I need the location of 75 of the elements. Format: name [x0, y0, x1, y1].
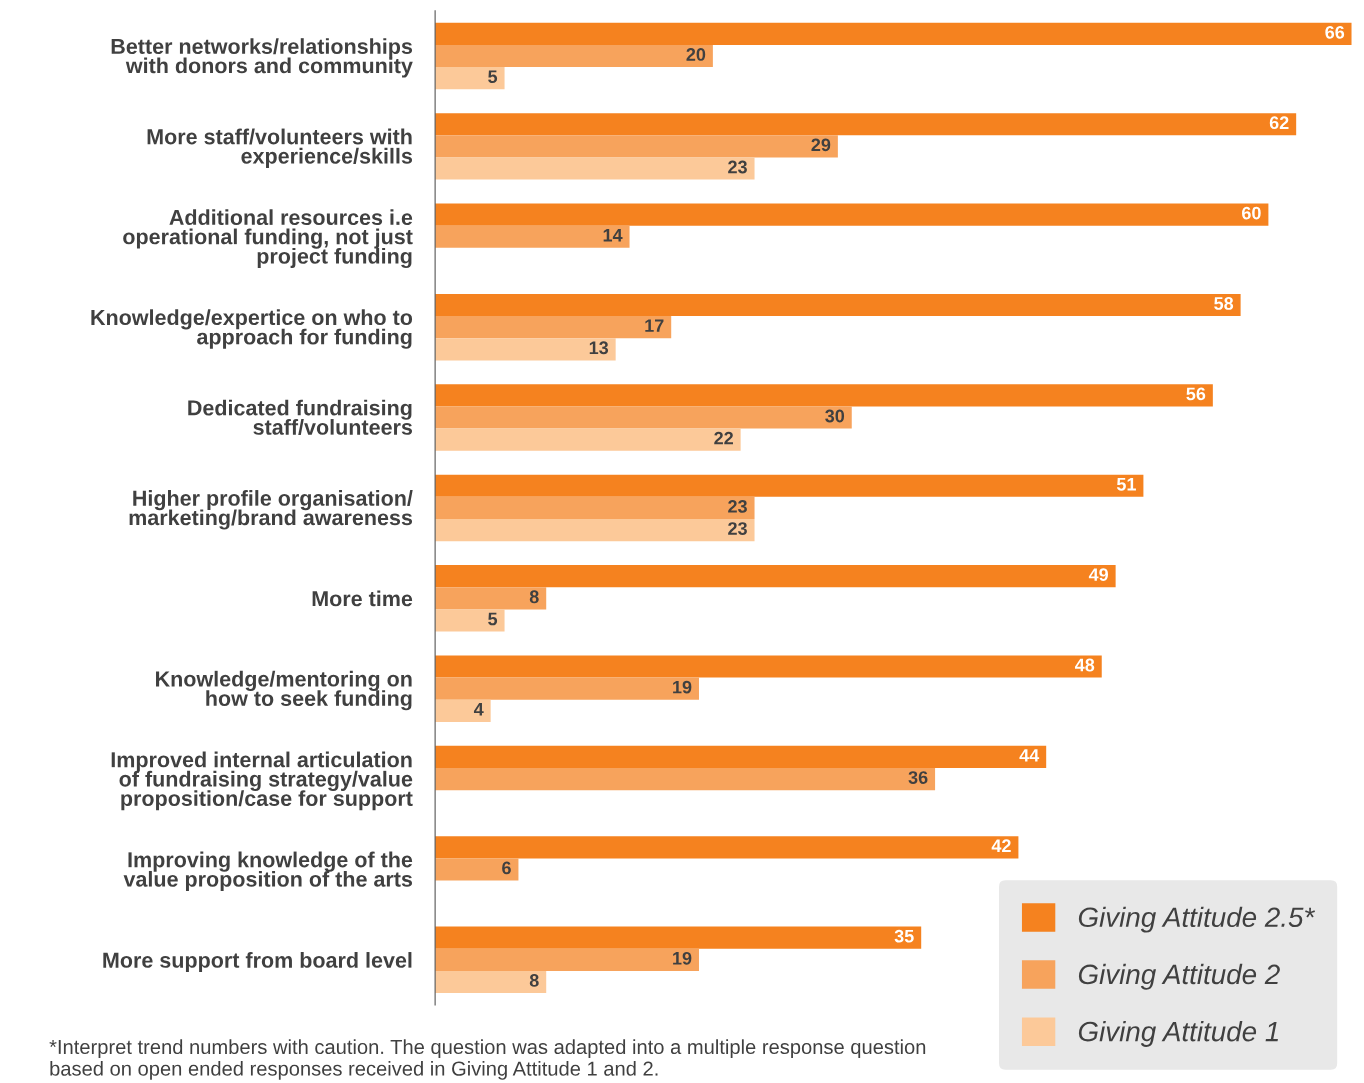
data-label: 23	[728, 499, 747, 513]
legend-label: Giving Attitude 2.5*	[1078, 906, 1316, 933]
data-label: 51	[1116, 478, 1136, 491]
y-tick-label: Better networks/relationships with donors and community	[111, 38, 413, 78]
bar	[435, 677, 699, 700]
bar	[435, 836, 1019, 859]
data-label: 6	[502, 861, 511, 875]
data-label: 36	[908, 771, 928, 784]
data-label: 5	[488, 612, 498, 626]
y-tick-label: More support from board level	[103, 952, 412, 973]
bar	[435, 948, 699, 971]
bar	[435, 67, 505, 90]
bar	[435, 519, 755, 542]
y-tick-label: Knowledge/expertice on who to approach for funding	[91, 309, 413, 349]
bar	[435, 113, 1297, 136]
bar	[435, 293, 1241, 317]
bar	[435, 655, 1102, 678]
data-label: 29	[811, 138, 831, 152]
y-tick-label: Improving knowledge of the value proposition of the arts	[123, 851, 413, 892]
data-label: 23	[728, 522, 747, 535]
bar	[435, 338, 616, 361]
bar	[435, 496, 755, 519]
data-label: 4	[473, 703, 484, 716]
data-label: 22	[714, 431, 733, 445]
bar	[435, 384, 1213, 407]
bar	[435, 699, 491, 722]
bar	[435, 858, 519, 881]
legend-label: Giving Attitude 2	[1078, 963, 1280, 990]
bar	[435, 203, 1269, 226]
data-label: 56	[1186, 387, 1206, 401]
y-tick-label: Knowledge/mentoring on how to seek funding	[156, 670, 412, 711]
bar	[435, 225, 630, 248]
data-label: 17	[645, 319, 664, 332]
bar	[435, 44, 713, 68]
bar	[435, 22, 1352, 45]
y-tick-label: More staff/volunteers with experience/skills	[147, 128, 413, 168]
bar	[435, 474, 1144, 497]
y-tick-label: More time	[312, 590, 413, 607]
bar	[435, 970, 547, 994]
data-label: 58	[1214, 297, 1234, 310]
legend-label: Giving Attitude 1	[1078, 1020, 1278, 1047]
data-label: 8	[529, 974, 539, 987]
data-label: 30	[825, 409, 845, 423]
data-label: 14	[603, 229, 623, 242]
bar	[435, 157, 755, 180]
data-label: 42	[991, 839, 1011, 852]
bar	[435, 768, 936, 791]
bar	[435, 565, 1116, 588]
data-label: 13	[589, 341, 609, 355]
data-label: 44	[1019, 749, 1040, 762]
data-label: 5	[488, 70, 498, 84]
bar	[435, 609, 505, 632]
data-label: 62	[1269, 116, 1289, 130]
data-label: 23	[728, 160, 747, 174]
bar	[435, 135, 838, 158]
data-label: 19	[673, 680, 692, 694]
data-label: 19	[673, 951, 692, 965]
bar	[435, 428, 741, 451]
text: *Interpret trend numbers with caution. The question was adapted into a multiple response question based on open ended responses received in Giving Attitude 1 and 2.	[49, 1039, 926, 1080]
bar	[435, 406, 852, 429]
y-tick-label: Dedicated fundraising staff/volunteers	[188, 399, 413, 436]
data-label: 20	[686, 48, 706, 61]
data-label: 66	[1325, 25, 1345, 39]
data-label: 35	[894, 929, 914, 943]
bar	[435, 587, 547, 610]
data-label: 48	[1074, 658, 1095, 672]
data-label: 8	[529, 590, 539, 604]
y-tick-label: Additional resources i.e operational funding, not just project funding	[123, 209, 413, 269]
y-tick-label: Improved internal articulation of fundraising strategy/value proposition/case for support	[111, 751, 413, 811]
bar	[435, 745, 1047, 768]
bar	[435, 316, 672, 339]
data-label: 60	[1242, 206, 1261, 220]
bar	[435, 926, 922, 949]
data-label: 49	[1088, 568, 1109, 582]
y-tick-label: Higher profile organisation/ marketing/brand awareness	[129, 490, 413, 530]
